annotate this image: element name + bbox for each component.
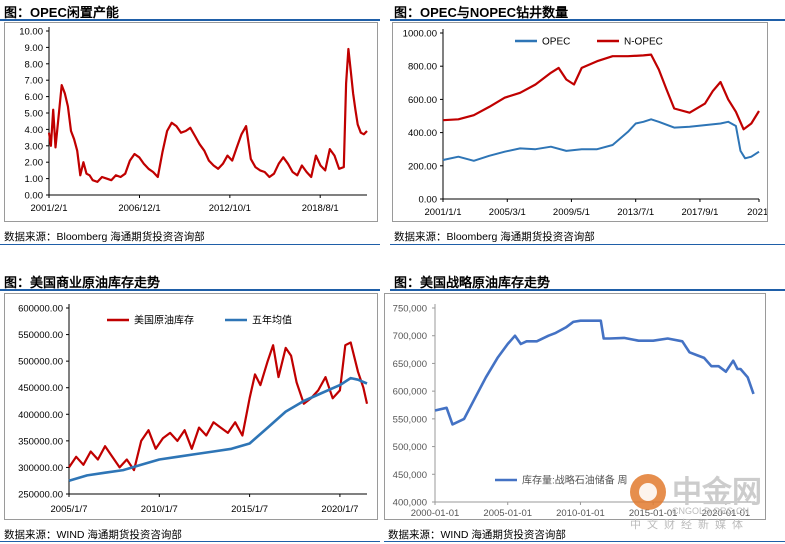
y-tick-label: 550000.00 — [18, 330, 63, 341]
panel2-title: 图：OPEC与NOPEC钻井数量 — [394, 5, 569, 20]
x-tick-label: 2001/2/1 — [31, 203, 68, 214]
y-tick-label: 750,000 — [393, 304, 427, 315]
legend-label: OPEC — [542, 37, 570, 48]
y-tick-label: 8.00 — [25, 59, 44, 70]
panel1-chart: 0.00 1.00 2.00 3.00 4.00 5.00 6.00 7.00 8.00 9.00… — [4, 22, 378, 222]
panel2-source: 数据来源：Bloomberg 海通期货投资咨询部 — [394, 231, 595, 243]
x-tick-label: 2001/1/1 — [425, 207, 462, 218]
x-tick-label: 2000-01-01 — [411, 508, 460, 519]
panel1-title-rule — [0, 19, 380, 21]
legend-label: N-OPEC — [624, 37, 663, 48]
y-tick-label: 450,000 — [393, 470, 427, 481]
x-tick-label: 2020-01-01 — [702, 508, 751, 519]
y-tick-label: 200.00 — [408, 161, 437, 172]
panel1-title: 图：OPEC闲置产能 — [4, 5, 119, 20]
panel4-title-rule — [390, 289, 785, 291]
y-tick-label: 6.00 — [25, 92, 44, 103]
y-tick-label: 450000.00 — [18, 383, 63, 394]
y-tick-label: 4.00 — [25, 125, 44, 136]
y-tick-label: 1000.00 — [403, 29, 437, 40]
y-tick-label: 350000.00 — [18, 436, 63, 447]
series-line-1 — [442, 118, 760, 162]
series-line-2 — [442, 53, 760, 131]
y-tick-label: 600000.00 — [18, 304, 63, 315]
x-tick-label: 2015/1/7 — [231, 504, 268, 515]
watermark-brand: 中金网 — [672, 475, 762, 509]
x-tick-label: 2021/ — [747, 207, 767, 218]
y-tick-label: 1.00 — [25, 174, 44, 185]
series-line-2 — [68, 376, 368, 482]
y-tick-label: 500000.00 — [18, 357, 63, 368]
y-tick-label: 800.00 — [408, 62, 437, 73]
y-tick-label: 400,000 — [393, 498, 427, 509]
y-tick-label: 3.00 — [25, 141, 44, 152]
panel4-chart-svg: 400,000 450,000 500,000 550,000 600,000 650,0… — [393, 304, 755, 519]
legend-label: 库存量:战略石油储备 周 — [522, 474, 628, 487]
panel2-chart: 0.00 200.00 400.00 600.00 800.00 1000.00 2001/… — [392, 22, 772, 222]
x-tick-label: 2020/1/7 — [321, 504, 358, 515]
panel4-source: 数据来源：WIND 海通期货投资咨询部 — [388, 529, 566, 541]
series-line-1 — [434, 319, 755, 426]
y-tick-label: 10.00 — [19, 27, 43, 38]
panel1-source: 数据来源：Bloomberg 海通期货投资咨询部 — [4, 231, 205, 243]
series-line-1 — [68, 341, 369, 472]
panel3-chart: 250000.00 300000.00 350000.00 400000.00 4500… — [4, 293, 378, 520]
y-tick-label: 550,000 — [393, 414, 427, 425]
y-tick-label: 2.00 — [25, 158, 44, 169]
watermark-domain: CNGOLD.ORG.CN — [672, 506, 749, 516]
y-tick-label: 0.00 — [25, 191, 44, 202]
legend-label: 美国原油库存 — [134, 314, 194, 327]
y-tick-label: 0.00 — [419, 195, 438, 206]
x-tick-label: 2005-01-01 — [483, 508, 532, 519]
x-tick-label: 2005/1/7 — [51, 504, 88, 515]
watermark-tagline: 中文财经新媒体 — [630, 517, 749, 531]
x-tick-label: 2015-01-01 — [629, 508, 678, 519]
panel4-chart: 400,000 450,000 500,000 550,000 600,000 650,0… — [384, 293, 766, 520]
panel3-title-rule — [0, 289, 380, 291]
panel1-source-rule — [0, 244, 380, 245]
y-tick-label: 650,000 — [393, 359, 427, 370]
panel1-chart-svg: 0.00 1.00 2.00 3.00 4.00 5.00 6.00 7.00 8.00 9.00… — [19, 27, 368, 214]
x-tick-label: 2005/3/1 — [489, 207, 526, 218]
panel3-title: 图：美国商业原油库存走势 — [4, 275, 161, 290]
panel4-title: 图：美国战略原油库存走势 — [394, 275, 551, 290]
y-tick-label: 400000.00 — [18, 410, 63, 421]
x-tick-label: 2017/9/1 — [681, 207, 718, 218]
panel2-chart-svg: 0.00 200.00 400.00 600.00 800.00 1000.00 2001/… — [403, 29, 772, 219]
y-tick-label: 700,000 — [393, 331, 427, 342]
x-tick-label: 2013/7/1 — [617, 207, 654, 218]
x-tick-label: 2018/8/1 — [302, 203, 339, 214]
x-tick-label: 2006/12/1 — [118, 203, 160, 214]
y-tick-label: 9.00 — [25, 43, 44, 54]
y-tick-label: 600,000 — [393, 387, 427, 398]
y-tick-label: 500,000 — [393, 442, 427, 453]
y-tick-label: 600.00 — [408, 95, 437, 106]
legend-label: 五年均值 — [252, 314, 292, 327]
watermark: 中金网 CNGOLD.ORG.CN 中文财经新媒体 — [626, 470, 784, 532]
x-tick-label: 2010-01-01 — [556, 508, 605, 519]
x-tick-label: 2009/5/1 — [553, 207, 590, 218]
panel2-title-rule — [390, 19, 785, 21]
panel3-source-rule — [0, 541, 380, 542]
panel4-source-rule — [384, 541, 785, 542]
series-line-1 — [47, 47, 368, 183]
y-tick-label: 250000.00 — [18, 490, 63, 501]
panel3-chart-svg: 250000.00 300000.00 350000.00 400000.00 4500… — [18, 304, 369, 515]
x-tick-label: 2012/10/1 — [209, 203, 251, 214]
y-tick-label: 5.00 — [25, 109, 44, 120]
y-tick-label: 7.00 — [25, 76, 44, 87]
panel2-source-rule — [390, 244, 785, 245]
x-tick-label: 2010/1/7 — [141, 504, 178, 515]
y-tick-label: 400.00 — [408, 128, 437, 139]
y-tick-label: 300000.00 — [18, 463, 63, 474]
panel3-source: 数据来源：WIND 海通期货投资咨询部 — [4, 529, 182, 541]
